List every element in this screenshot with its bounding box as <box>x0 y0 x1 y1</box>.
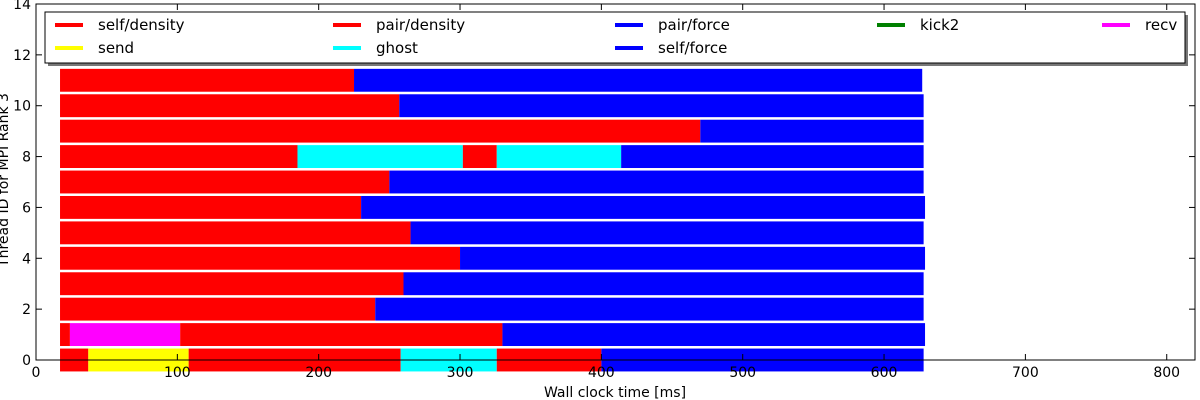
task-bar-thread-11 <box>354 68 923 92</box>
legend-label: self/density <box>98 16 185 34</box>
task-bar-thread-5 <box>60 221 411 245</box>
task-bar-thread-10 <box>399 94 924 118</box>
task-bar-thread-8 <box>60 145 298 169</box>
x-tick-label: 300 <box>447 365 474 381</box>
task-bar-thread-6 <box>60 195 362 219</box>
task-bar-thread-1 <box>60 323 70 347</box>
y-tick-label: 2 <box>22 302 31 318</box>
legend-label: pair/force <box>658 16 730 34</box>
task-bar-thread-1 <box>502 323 926 347</box>
task-bar-thread-2 <box>60 297 376 321</box>
x-tick-label: 200 <box>305 365 332 381</box>
task-bar-thread-8 <box>297 145 463 169</box>
task-bar-thread-3 <box>60 272 404 296</box>
y-tick-label: 14 <box>13 0 31 13</box>
legend: self/density pair/density pair/force kick2 r… <box>44 11 1188 66</box>
x-tick-label: 500 <box>729 365 756 381</box>
task-bar-thread-7 <box>60 170 390 194</box>
y-tick-label: 6 <box>22 200 31 216</box>
x-tick-label: 0 <box>32 365 41 381</box>
x-tick-label: 700 <box>1012 365 1039 381</box>
axes: 0 100 200 300 400 500 600 700 800 0 2 4 6 8 10 12 14 <box>13 0 1196 381</box>
legend-label: self/force <box>658 39 727 57</box>
x-tick-label: 400 <box>588 365 615 381</box>
legend-label: kick2 <box>920 16 959 34</box>
y-tick-label: 4 <box>22 251 31 267</box>
x-tick-label: 800 <box>1153 365 1180 381</box>
legend-label: recv <box>1145 16 1177 34</box>
task-bar-thread-7 <box>389 170 924 194</box>
x-axis-label: Wall clock time [ms] <box>544 385 686 400</box>
legend-label: send <box>98 39 134 57</box>
y-axis-label: Thread ID for MPI Rank 3 <box>0 93 12 268</box>
task-bar-thread-5 <box>410 221 924 245</box>
task-bar-thread-11 <box>60 68 355 92</box>
y-tick-label: 0 <box>22 353 31 369</box>
task-bar-thread-10 <box>60 94 400 118</box>
x-tick-label: 600 <box>871 365 898 381</box>
plot-frame <box>35 3 1196 361</box>
task-bar-thread-1 <box>69 323 181 347</box>
task-bar-thread-4 <box>60 246 461 270</box>
legend-box <box>44 11 1186 64</box>
y-tick-label: 8 <box>22 150 31 166</box>
task-bar-thread-9 <box>700 119 924 143</box>
x-tick-label: 100 <box>164 365 191 381</box>
task-bar-thread-1 <box>180 323 503 347</box>
legend-label: ghost <box>376 39 418 57</box>
task-bar-thread-8 <box>496 145 622 169</box>
task-bars <box>60 68 926 372</box>
task-bar-thread-4 <box>460 246 926 270</box>
y-tick-label: 10 <box>13 99 31 115</box>
y-tick-label: 12 <box>13 48 31 64</box>
task-bar-thread-2 <box>375 297 924 321</box>
task-bar-thread-6 <box>361 195 926 219</box>
task-bar-thread-3 <box>403 272 924 296</box>
task-bar-thread-8 <box>462 145 497 169</box>
task-bar-thread-9 <box>60 119 701 143</box>
task-bar-thread-8 <box>621 145 924 169</box>
legend-label: pair/density <box>376 16 465 34</box>
